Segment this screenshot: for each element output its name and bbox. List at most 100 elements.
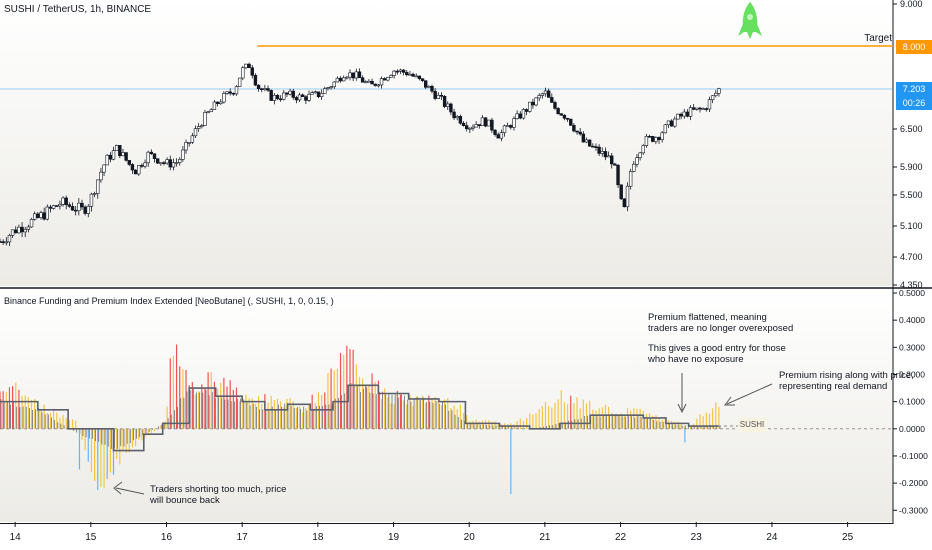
candle xyxy=(228,91,232,94)
candle xyxy=(565,117,570,120)
candle xyxy=(70,206,75,211)
candle xyxy=(666,120,671,126)
candle xyxy=(483,117,488,127)
candle xyxy=(641,145,645,154)
candle xyxy=(707,99,712,110)
candle xyxy=(685,111,690,117)
candle xyxy=(512,118,516,128)
candle xyxy=(632,163,636,172)
candle xyxy=(433,90,437,99)
candle xyxy=(260,88,264,91)
candle xyxy=(360,77,365,83)
x-tick-label: 17 xyxy=(237,532,249,543)
candle xyxy=(714,92,718,97)
candle xyxy=(108,154,113,160)
y-tick-label: -0.2000 xyxy=(899,478,928,488)
candle xyxy=(124,152,128,161)
candle xyxy=(401,69,406,73)
last-price-tag: 7.203 xyxy=(896,82,932,96)
candle xyxy=(39,212,43,218)
candle xyxy=(61,197,65,205)
x-tick-label: 23 xyxy=(691,532,703,543)
candle xyxy=(42,212,46,220)
candle xyxy=(269,90,273,101)
candle xyxy=(111,150,116,160)
candle xyxy=(4,241,9,244)
candle xyxy=(73,209,78,212)
candle xyxy=(1,241,5,243)
candle xyxy=(594,146,598,148)
y-tick-label: 0.2000 xyxy=(899,369,925,379)
candle xyxy=(442,96,447,107)
time-axis[interactable] xyxy=(0,524,932,550)
candle xyxy=(162,162,166,164)
candle xyxy=(613,163,617,166)
candle xyxy=(212,101,217,110)
candle xyxy=(657,137,661,141)
candle xyxy=(291,90,295,98)
candle xyxy=(651,136,655,142)
candle xyxy=(471,126,475,129)
candle xyxy=(168,159,172,168)
candle xyxy=(278,98,283,101)
candle xyxy=(597,146,601,154)
candle xyxy=(272,95,277,101)
candle xyxy=(332,81,336,88)
candle xyxy=(663,124,668,134)
candle xyxy=(572,125,576,132)
candle xyxy=(89,193,94,207)
candle xyxy=(606,155,611,158)
annotation-shorting: Traders shorting too much, price will bo… xyxy=(150,484,287,506)
candle xyxy=(96,179,100,194)
candle xyxy=(679,113,683,117)
candle xyxy=(338,77,343,82)
candle xyxy=(635,157,639,165)
candle xyxy=(174,162,179,164)
candle xyxy=(137,165,141,175)
x-tick-label: 21 xyxy=(539,532,551,543)
candle xyxy=(695,107,699,110)
candle xyxy=(710,95,715,101)
candle xyxy=(326,87,330,89)
candle xyxy=(430,86,434,92)
candle xyxy=(578,131,582,135)
candle xyxy=(200,125,204,127)
candle xyxy=(178,159,182,163)
price-axis[interactable] xyxy=(893,0,932,524)
candle xyxy=(357,71,362,79)
candle xyxy=(171,162,176,168)
candle xyxy=(537,95,541,99)
candle xyxy=(319,93,324,98)
candle xyxy=(51,205,56,209)
candle xyxy=(102,164,106,173)
candle xyxy=(452,111,456,119)
candle xyxy=(389,75,393,78)
candle xyxy=(23,229,27,233)
candle xyxy=(237,77,242,87)
candle xyxy=(647,135,652,138)
candle xyxy=(524,109,529,112)
candle xyxy=(354,71,359,79)
candle xyxy=(146,151,150,164)
candle xyxy=(562,114,567,119)
candle xyxy=(660,132,664,141)
candle xyxy=(86,205,90,214)
candle xyxy=(304,96,308,101)
candle xyxy=(546,90,551,98)
candle xyxy=(414,75,418,78)
y-tick-label: -0.3000 xyxy=(899,505,928,515)
candle xyxy=(490,119,494,131)
candle xyxy=(423,80,428,88)
y-tick-label: 0.5000 xyxy=(899,288,925,298)
candle xyxy=(553,102,557,109)
candle xyxy=(619,184,623,200)
candle xyxy=(181,149,185,160)
candle xyxy=(193,128,198,137)
x-tick-label: 22 xyxy=(615,532,627,543)
candle xyxy=(20,226,24,233)
candle xyxy=(92,193,97,195)
x-tick-label: 14 xyxy=(10,532,22,543)
candle xyxy=(669,120,674,127)
candle xyxy=(219,101,223,104)
candle xyxy=(266,88,270,91)
